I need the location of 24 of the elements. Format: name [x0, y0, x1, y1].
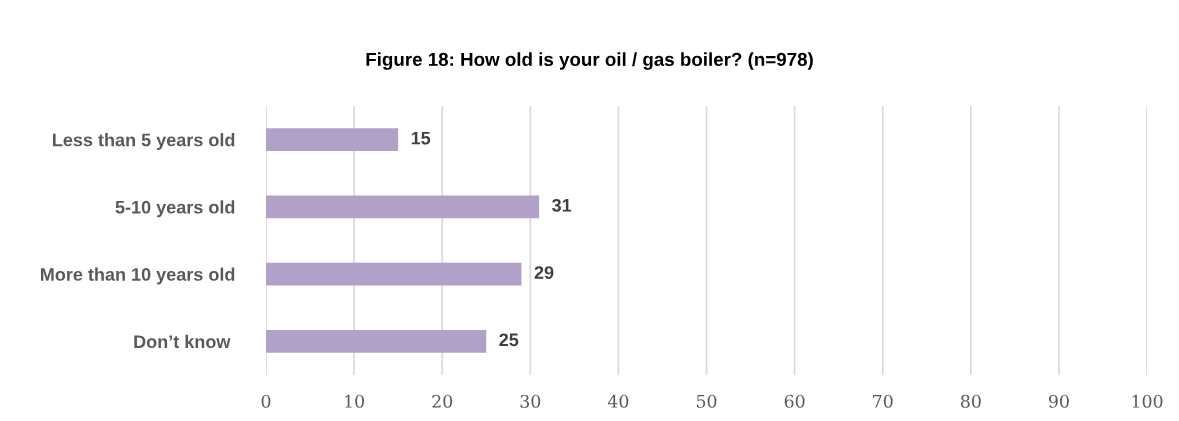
- x-tick-label: 0: [261, 394, 271, 408]
- data-label: 25: [499, 333, 519, 347]
- y-tick-label: 5-10 years old: [115, 200, 235, 218]
- x-tick-label: 40: [607, 394, 629, 408]
- x-tick-label: 50: [696, 394, 717, 408]
- chart-title: Figure 18: How old is your oil / gas boiler? (n=978): [366, 52, 813, 70]
- x-tick-label: 100: [1132, 394, 1163, 408]
- y-tick-label: More than 10 years old: [40, 267, 235, 285]
- bar: [265, 262, 522, 286]
- x-tick-label: 30: [520, 394, 541, 408]
- bar: [265, 329, 487, 353]
- x-tick-label: 60: [784, 394, 805, 408]
- bar: [265, 128, 399, 152]
- data-label: 15: [411, 131, 431, 145]
- y-tick-label: Less than 5 years old: [53, 133, 235, 150]
- data-label: 29: [534, 266, 554, 279]
- data-label: 31: [552, 198, 572, 212]
- x-tick-label: 70: [873, 394, 893, 408]
- x-tick-label: 20: [432, 394, 453, 408]
- y-tick-label: Don’t know: [134, 334, 231, 349]
- x-tick-label: 10: [345, 394, 364, 408]
- bar: [265, 195, 540, 219]
- x-tick-label: 80: [960, 394, 981, 408]
- x-tick-label: 90: [1048, 394, 1069, 408]
